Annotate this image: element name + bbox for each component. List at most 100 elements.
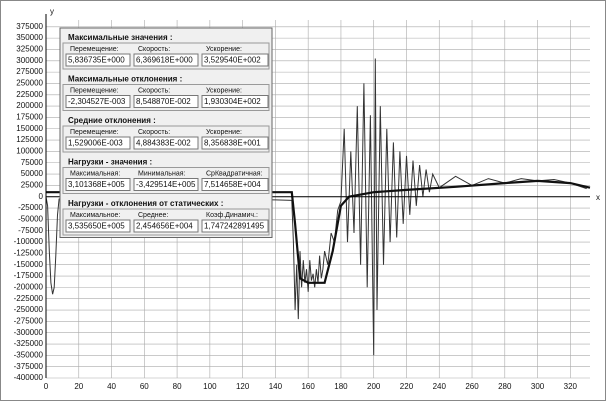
value-box <box>65 178 131 191</box>
y-tick-label: 250000 <box>16 79 43 88</box>
value-box <box>133 178 199 191</box>
y-tick-label: 150000 <box>16 124 43 133</box>
y-tick-label: -75000 <box>18 226 43 235</box>
x-tick-label: 20 <box>74 382 83 391</box>
y-tick-label: 225000 <box>16 90 43 99</box>
cell-label: Перемещение: <box>70 46 119 53</box>
y-tick-label: 200000 <box>16 101 43 110</box>
cell-label: Максимальная: <box>70 170 120 177</box>
x-tick-label: 220 <box>400 382 414 391</box>
cell-label: Перемещение: <box>70 129 119 136</box>
y-tick-label: 25000 <box>21 181 44 190</box>
y-tick-label: -300000 <box>14 328 44 337</box>
section-box <box>62 167 270 194</box>
value-box <box>201 178 269 191</box>
y-tick-label: 275000 <box>16 67 43 76</box>
cell-label: Коэф.Динамич.: <box>206 212 258 219</box>
x-tick-label: 280 <box>498 382 512 391</box>
cell-value: 1,529006E-003 <box>68 139 123 148</box>
y-tick-label: -100000 <box>14 237 44 246</box>
y-tick-label: -350000 <box>14 350 44 359</box>
y-tick-label: 50000 <box>21 169 44 178</box>
section-title: Нагрузки - отклонения от статических : <box>68 199 223 208</box>
section-box <box>62 125 270 153</box>
x-tick-label: 200 <box>367 382 381 391</box>
section-title: Максимальные отклонения : <box>68 75 182 84</box>
y-tick-label: 325000 <box>16 45 43 54</box>
section-title: Нагрузки - значения : <box>68 158 152 167</box>
cell-value: 1,930304E+002 <box>204 97 261 106</box>
value-box <box>133 136 199 150</box>
cell-value: 8,356838E+001 <box>204 139 261 148</box>
series-line <box>46 179 591 284</box>
x-tick-label: 140 <box>269 382 283 391</box>
value-box <box>201 219 269 233</box>
cell-label: Ускорение: <box>206 129 242 136</box>
value-box <box>65 95 131 108</box>
y-tick-label: 350000 <box>16 33 43 42</box>
x-axis-label: x <box>596 193 600 202</box>
y-tick-label: -125000 <box>14 248 44 257</box>
section-box <box>62 42 270 70</box>
cell-value: -3,429514E+005 <box>136 180 196 189</box>
x-tick-label: 120 <box>236 382 250 391</box>
x-tick-label: 180 <box>334 382 348 391</box>
x-tick-label: 260 <box>465 382 479 391</box>
y-tick-label: -175000 <box>14 271 44 280</box>
y-tick-label: -250000 <box>14 305 44 314</box>
x-tick-label: 240 <box>433 382 447 391</box>
y-tick-label: -225000 <box>14 294 44 303</box>
cell-label: Ускорение: <box>206 87 242 94</box>
y-tick-label: 75000 <box>21 158 44 167</box>
y-tick-label: 175000 <box>16 113 43 122</box>
x-tick-label: 320 <box>564 382 578 391</box>
axes: -400000 -375000 -350000 -325000 -300000 -2750… <box>14 14 590 391</box>
y-tick-label: -25000 <box>18 203 43 212</box>
value-box <box>201 95 269 108</box>
x-tick-label: 40 <box>107 382 116 391</box>
section-title: Средние отклонения : <box>68 116 156 125</box>
y-tick-label: -375000 <box>14 362 44 371</box>
y-axis-label: y <box>50 7 54 16</box>
cell-label: Перемещение: <box>70 87 119 94</box>
section-box <box>62 208 270 236</box>
cell-label: СрКвадратичная: <box>206 170 263 177</box>
value-box <box>65 53 131 67</box>
y-tick-label: -325000 <box>14 339 44 348</box>
x-tick-label: 300 <box>531 382 545 391</box>
cell-label: Ускорение: <box>206 46 242 53</box>
section-box <box>62 84 270 111</box>
value-box <box>133 219 199 233</box>
y-tick-label: 375000 <box>16 22 43 31</box>
cell-value: 4,884383E-002 <box>136 139 191 148</box>
value-box <box>133 53 199 67</box>
value-box <box>201 136 269 150</box>
x-tick-label: 60 <box>140 382 149 391</box>
cell-value: 3,529540E+002 <box>204 56 261 65</box>
y-tick-label: -400000 <box>14 373 44 382</box>
cell-value: 2,454656E+004 <box>136 222 193 231</box>
x-tick-label: 160 <box>301 382 315 391</box>
cell-value: 3,101368E+005 <box>68 180 125 189</box>
cell-label: Скорость: <box>138 129 170 136</box>
y-tick-label: -50000 <box>18 215 43 224</box>
cell-value: 3,535650E+005 <box>68 222 125 231</box>
y-tick-label: 300000 <box>16 56 43 65</box>
cell-label: Скорость: <box>138 46 170 53</box>
y-tick-label: -150000 <box>14 260 44 269</box>
cell-value: 1,747242891495 <box>204 222 265 231</box>
x-tick-label: 100 <box>203 382 217 391</box>
x-tick-label: 0 <box>44 382 49 391</box>
y-tick-label: 125000 <box>16 135 43 144</box>
value-box <box>133 95 199 108</box>
section-title: Максимальные значения : <box>68 33 173 42</box>
cell-label: Минимальная: <box>138 170 186 177</box>
cell-label: Скорость: <box>138 87 170 94</box>
y-tick-label: 100000 <box>16 147 43 156</box>
value-box <box>65 219 131 233</box>
stats-panel: Максимальные значения : Перемещение: 5,836… <box>59 27 273 238</box>
x-tick-label: 80 <box>173 382 182 391</box>
cell-value: 6,369618E+000 <box>136 56 193 65</box>
cell-label: Максимальное: <box>70 212 120 219</box>
